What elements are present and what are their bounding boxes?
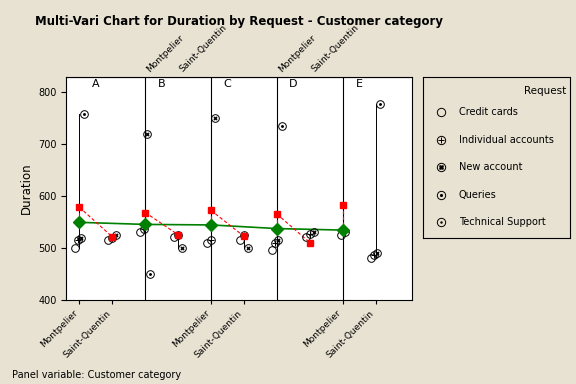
Text: Individual accounts: Individual accounts: [458, 135, 554, 145]
Text: B: B: [158, 79, 165, 89]
Text: Montpelier: Montpelier: [145, 33, 186, 74]
Text: Technical Support: Technical Support: [458, 217, 545, 227]
Text: Multi-Vari Chart for Duration by Request - Customer category: Multi-Vari Chart for Duration by Request…: [35, 15, 443, 28]
Text: Request: Request: [524, 86, 566, 96]
Y-axis label: Duration: Duration: [20, 162, 32, 214]
Text: D: D: [289, 79, 298, 89]
Text: A: A: [92, 79, 100, 89]
Text: New account: New account: [458, 162, 522, 172]
Text: Saint-Quentin: Saint-Quentin: [310, 23, 361, 74]
Text: C: C: [223, 79, 232, 89]
Text: Panel variable: Customer category: Panel variable: Customer category: [12, 370, 181, 380]
Text: Credit cards: Credit cards: [458, 107, 517, 117]
Text: E: E: [355, 79, 363, 89]
Text: Saint-Quentin: Saint-Quentin: [178, 23, 229, 74]
Text: Queries: Queries: [458, 190, 497, 200]
Text: Montpelier: Montpelier: [277, 33, 317, 74]
